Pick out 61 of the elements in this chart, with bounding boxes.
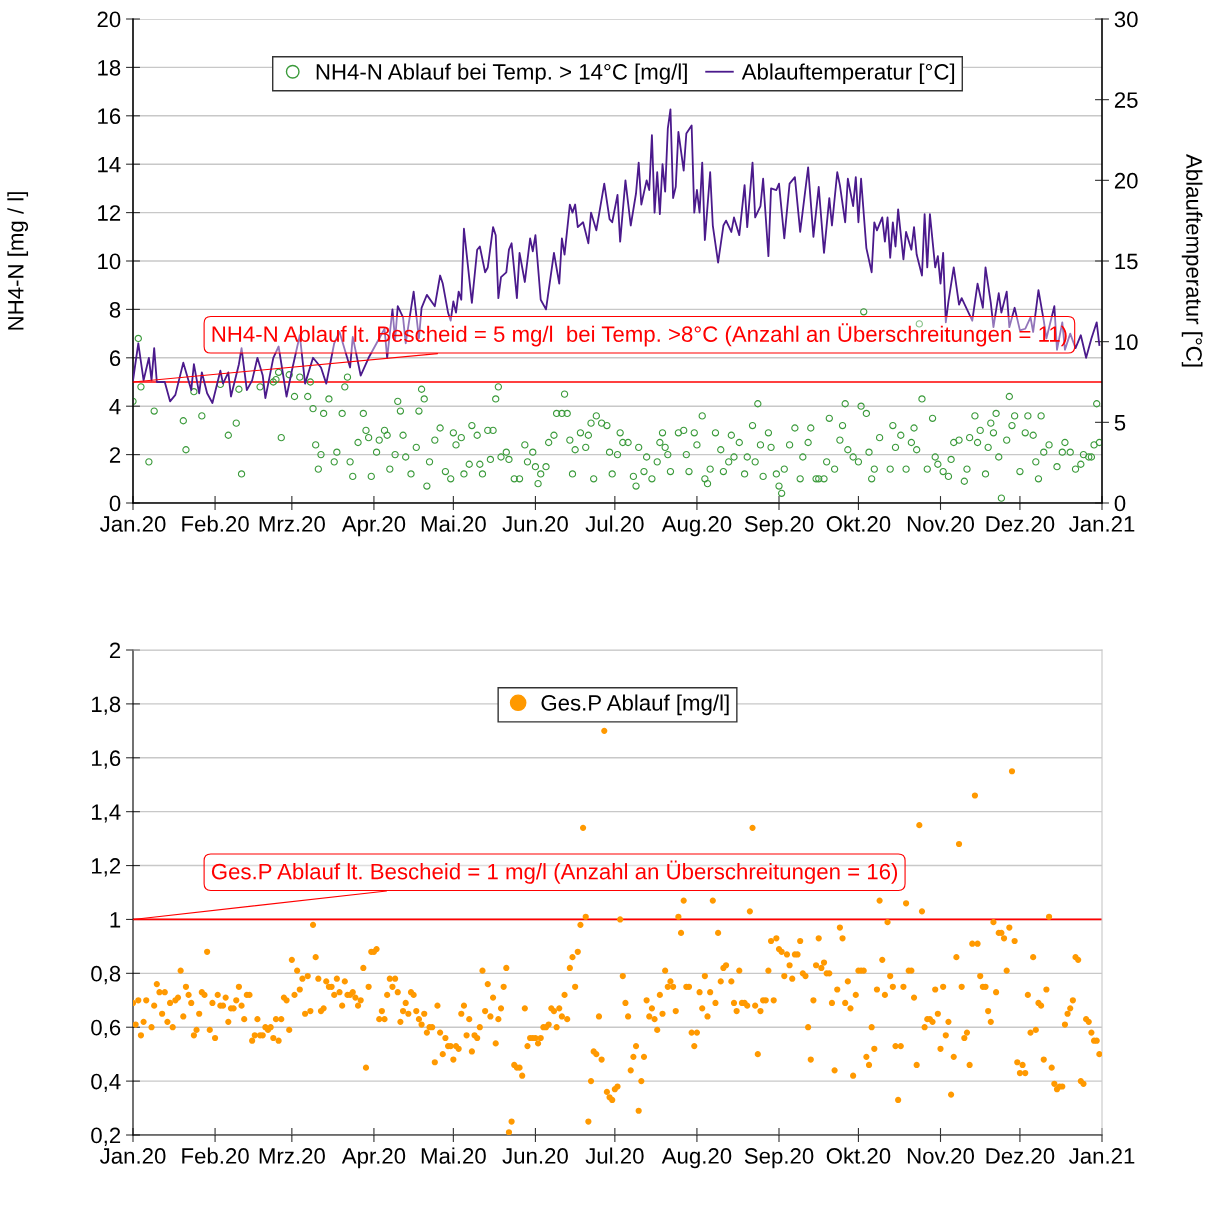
ref-line-label: NH4-N Ablauf lt. Bescheid = 5 mg/l bei Temp. >8°C (Anzahl an Überschreitungen = 11) bbox=[212, 323, 1067, 347]
x-tick-label: Jan.20 bbox=[99, 516, 166, 532]
y-tick-label: 0,2 bbox=[91, 1127, 121, 1146]
x-tick-label: Mai.20 bbox=[421, 515, 486, 532]
x-tick-label: Jan.20 bbox=[99, 1148, 166, 1164]
y-tick-label: 2 bbox=[109, 447, 121, 463]
y-axis-title: NH4-N [mg / l] bbox=[7, 192, 29, 330]
y-tick-label: 6 bbox=[109, 350, 121, 367]
x-tick-label: Sep.20 bbox=[744, 516, 814, 537]
y-tick-label: 0,6 bbox=[91, 1019, 121, 1039]
y-tick-label: 1,6 bbox=[92, 750, 121, 769]
x-tick-label: Okt.20 bbox=[826, 1147, 891, 1164]
ref-line-label: Ges.P Ablauf lt. Bescheid = 1 mg/l (Anzahl an Überschreitungen = 16) bbox=[211, 860, 898, 884]
y2-tick-label: 15 bbox=[1115, 253, 1138, 270]
y-tick-label: 1 bbox=[110, 912, 121, 928]
x-tick-label: Jan.21 bbox=[1068, 516, 1135, 532]
x-tick-label: Apr.20 bbox=[341, 1148, 406, 1169]
y-tick-label: 0 bbox=[109, 495, 121, 512]
x-tick-label: Dez.20 bbox=[986, 516, 1055, 532]
y-tick-label: 0,4 bbox=[91, 1073, 121, 1093]
x-tick-label: Apr.20 bbox=[341, 516, 406, 537]
y-tick-label: 10 bbox=[98, 253, 121, 270]
y-tick-label: 8 bbox=[109, 301, 121, 318]
x-tick-label: Jun.20 bbox=[502, 1148, 568, 1164]
y-tick-label: 14 bbox=[98, 156, 121, 173]
x-tick-label: Jun.20 bbox=[502, 516, 568, 532]
y-tick-label: 2 bbox=[109, 642, 121, 659]
y2-tick-label: 5 bbox=[1114, 415, 1126, 431]
x-tick-label: Jul.20 bbox=[585, 515, 644, 532]
y2-tick-label: 20 bbox=[1114, 172, 1138, 189]
y-tick-label: 18 bbox=[98, 59, 121, 76]
x-tick-label: Feb.20 bbox=[182, 515, 249, 532]
legend-label: NH4-N Ablauf bei Temp. > 14°C [mg/l] bbox=[316, 63, 687, 85]
x-tick-label: Aug.20 bbox=[661, 516, 732, 537]
y2-tick-label: 0 bbox=[1114, 495, 1126, 512]
x-tick-label: Nov.20 bbox=[907, 1148, 975, 1164]
x-tick-label: Mrz.20 bbox=[259, 516, 325, 532]
x-tick-label: Aug.20 bbox=[661, 1148, 732, 1169]
y-tick-label: 1,2 bbox=[92, 858, 121, 877]
x-tick-label: Nov.20 bbox=[907, 516, 975, 532]
y2-tick-label: 10 bbox=[1115, 334, 1138, 350]
y-tick-label: 20 bbox=[97, 11, 121, 28]
y-tick-label: 16 bbox=[98, 108, 121, 125]
x-tick-label: Jul.20 bbox=[585, 1147, 644, 1164]
x-tick-label: Mai.20 bbox=[421, 1147, 486, 1164]
x-tick-label: Jan.21 bbox=[1068, 1148, 1135, 1164]
y-tick-label: 4 bbox=[109, 398, 121, 415]
y-tick-label: 0,8 bbox=[91, 965, 121, 985]
y-tick-label: 1,8 bbox=[92, 696, 121, 715]
x-tick-label: Feb.20 bbox=[182, 1147, 249, 1164]
x-tick-label: Sep.20 bbox=[744, 1148, 814, 1169]
y2-tick-label: 25 bbox=[1114, 92, 1138, 108]
legend-label: Ges.P Ablauf [mg/l] bbox=[541, 694, 729, 716]
y2-axis-title: Ablauftemperatur [°C] bbox=[1181, 154, 1203, 367]
x-tick-label: Mrz.20 bbox=[259, 1148, 325, 1164]
y-tick-label: 12 bbox=[98, 205, 121, 221]
legend-label: Ablauftemperatur [°C] bbox=[741, 63, 955, 85]
y2-tick-label: 30 bbox=[1114, 11, 1138, 28]
x-tick-label: Dez.20 bbox=[986, 1148, 1055, 1164]
y-tick-label: 1,4 bbox=[92, 804, 121, 823]
x-tick-label: Okt.20 bbox=[826, 515, 891, 532]
